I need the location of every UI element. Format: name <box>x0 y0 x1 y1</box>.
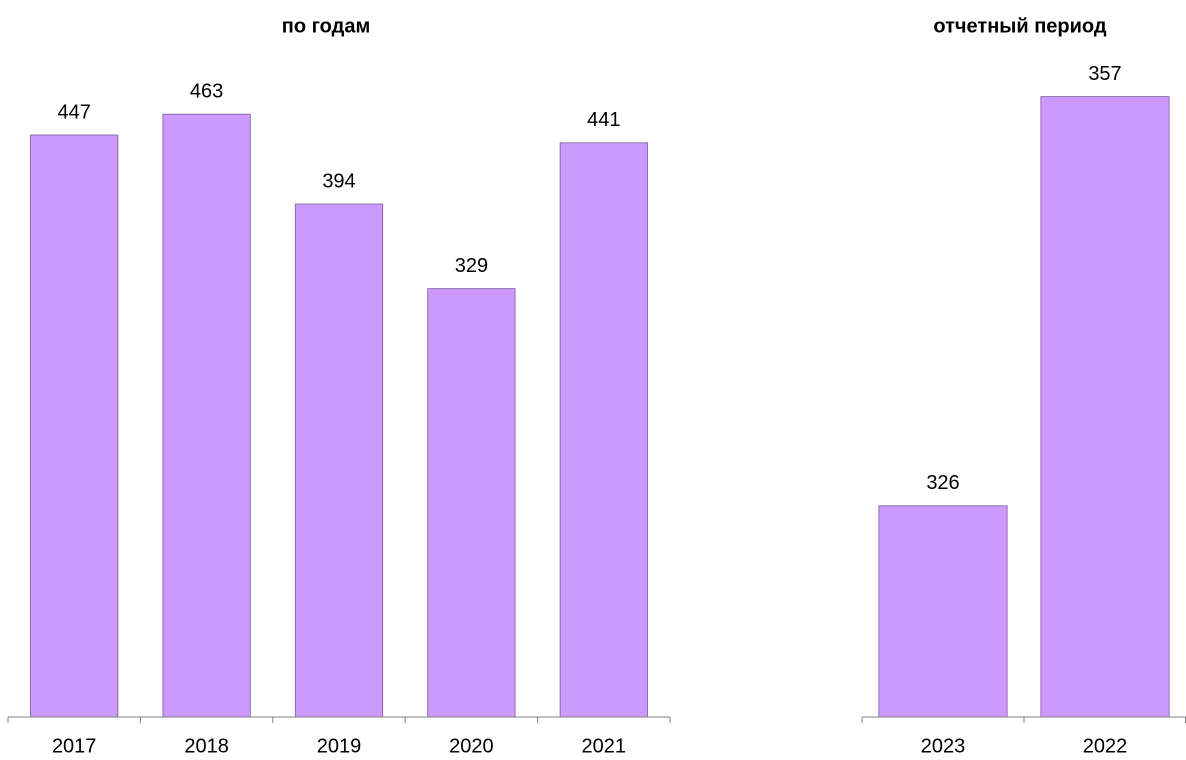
value-label: 463 <box>190 80 223 102</box>
bar <box>559 142 648 718</box>
value-label: 329 <box>455 255 488 277</box>
bar <box>162 113 251 718</box>
x-tick-label: 2019 <box>317 735 362 757</box>
chart-title: отчетный период <box>933 15 1106 37</box>
bar <box>427 288 516 718</box>
bar <box>1040 96 1170 718</box>
bar <box>30 134 119 718</box>
value-label: 441 <box>587 109 620 131</box>
value-label: 447 <box>58 101 91 123</box>
bar <box>294 203 384 718</box>
x-tick-label: 2017 <box>52 735 97 757</box>
x-tick-label: 2020 <box>449 735 494 757</box>
value-label: 326 <box>926 472 959 494</box>
x-tick-label: 2023 <box>921 735 966 757</box>
x-tick-label: 2018 <box>184 735 229 757</box>
x-tick-label: 2022 <box>1083 735 1128 757</box>
x-tick-label: 2021 <box>582 735 627 757</box>
bar <box>878 505 1008 718</box>
value-label: 394 <box>322 170 355 192</box>
chart-title: по годам <box>282 15 371 37</box>
value-label: 357 <box>1088 63 1121 85</box>
